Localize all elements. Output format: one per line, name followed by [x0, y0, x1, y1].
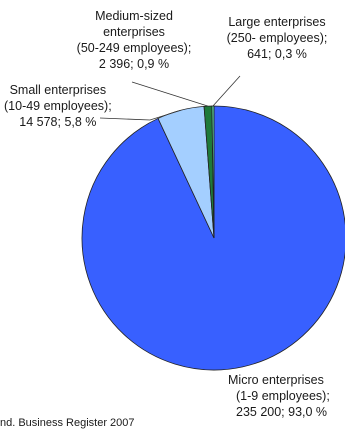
slice-label-medium: Medium-sized enterprises (50-249 employe…	[64, 8, 204, 72]
slice-label-medium-line-4: 2 396; 0,9 %	[98, 57, 170, 71]
slice-label-large-line-2: (250- employees);	[226, 31, 328, 45]
slice-label-medium-line-3: (50-249 employees);	[76, 41, 192, 55]
source-note: nd. Business Register 2007	[0, 417, 135, 429]
slice-label-micro: Micro enterprises (1-9 employees); 235 2…	[228, 372, 330, 420]
slice-label-small-line-1: Small enterprises	[9, 83, 107, 97]
slice-label-micro-line-1: Micro enterprises	[228, 373, 324, 387]
pie-slice-large	[211, 105, 215, 239]
pie-slice-micro	[81, 105, 345, 371]
leader-line-small	[99, 109, 181, 121]
slice-label-micro-line-2: (1-9 employees);	[236, 389, 330, 403]
slice-label-large-line-1: Large enterprises	[228, 15, 326, 29]
slice-label-micro-line-3: 235 200; 93,0 %	[236, 405, 328, 419]
slice-label-small-line-2: (10-49 employees);	[4, 99, 112, 113]
slice-label-small: Small enterprises (10-49 employees); 14 …	[4, 82, 112, 130]
leader-line-medium	[131, 81, 209, 107]
slice-label-medium-line-2: enterprises	[103, 25, 165, 39]
slice-label-large-line-3: 641; 0,3 %	[247, 47, 307, 61]
slice-label-small-line-3: 14 578; 5,8 %	[19, 115, 97, 129]
slice-label-large: Large enterprises (250- employees); 641;…	[212, 14, 342, 62]
leader-line-large	[212, 75, 241, 107]
slice-label-medium-line-1: Medium-sized	[95, 9, 173, 23]
